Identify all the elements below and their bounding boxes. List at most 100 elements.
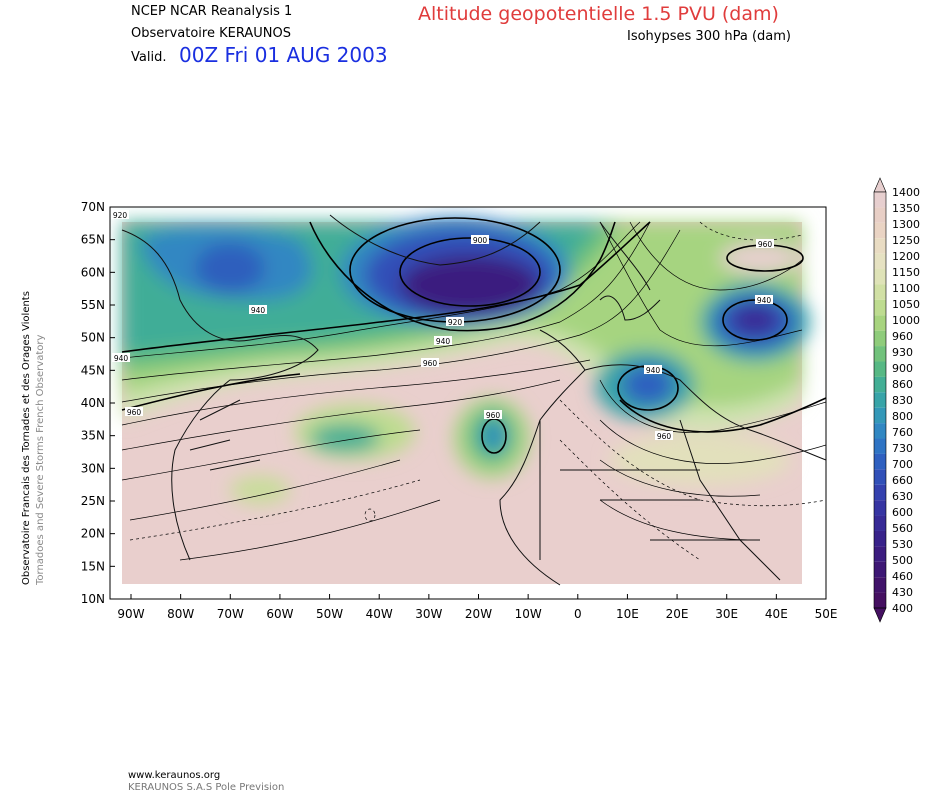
contour-label: 940 [646,366,661,375]
valid-label: Valid. [131,50,167,65]
contour-label-bg [125,407,143,416]
colorbar-segment [874,515,886,531]
lon-tick-label: 20E [666,607,689,621]
coastlines [121,214,826,586]
lat-tick-label: 55N [81,298,105,312]
model-label: NCEP NCAR Reanalysis 1 [131,4,293,19]
colorbar-segment [874,546,886,562]
lat-tick-label: 10N [81,592,105,606]
lon-tick-label: 50E [815,607,838,621]
colorbar-label: 560 [892,522,913,535]
colorbar-top-arrow [873,177,887,193]
lon-tick-label: 70W [217,607,244,621]
lon-tick-label: 30E [715,607,738,621]
contour-label: 940 [436,337,451,346]
colorbar-label: 860 [892,378,913,391]
lon-tick-label: 40W [366,607,393,621]
colorbar-label: 400 [892,602,913,615]
colorbar-label: 800 [892,410,913,423]
contour-label: 920 [113,211,128,220]
lat-tick-label: 30N [81,461,105,475]
lon-tick-label: 60W [266,607,293,621]
colorbar-segment [874,592,886,608]
contour-label-bg [471,235,489,244]
colorbar-segment [874,561,886,578]
contour-label: 960 [486,411,501,420]
colorbar: 1400 1350 1300 1250 1200 1150 1100 1050 1000 960 9… [873,177,920,623]
colorbar-label: 1250 [892,234,920,247]
colorbar-label: 900 [892,362,913,375]
contour-label: 940 [757,296,772,305]
colorbar-segment [874,299,886,316]
colorbar-segment [874,392,886,408]
colorbar-label: 1200 [892,250,920,263]
lat-tick-label: 20N [81,527,105,541]
colorbar-label: 1000 [892,314,920,327]
colorbar-label: 1350 [892,202,920,215]
lon-tick-label: 40E [765,607,788,621]
colorbar-label: 1300 [892,218,920,231]
colorbar-label: 1050 [892,298,920,311]
footer-url[interactable]: www.keraunos.org [128,770,221,781]
colorbar-segment [874,453,886,470]
lon-tick-label: 90W [117,607,144,621]
colorbar-segment [874,484,886,501]
colorbar-label: 700 [892,458,913,471]
colorbar-label: 430 [892,586,913,599]
colorbar-segment [874,530,886,547]
contour-label-bg [655,431,673,440]
lon-tick-label: 20W [465,607,492,621]
lon-tick-label: 50W [316,607,343,621]
contour-label: 940 [251,306,266,315]
colorbar-label: 600 [892,506,913,519]
colorbar-label: 730 [892,442,913,455]
colorbar-frame [873,191,887,609]
lat-tick-label: 45N [81,363,105,377]
colorbar-segment [874,253,886,270]
contour-label-bg [421,358,439,367]
contour-label-bg [644,365,662,374]
observatory-label: Observatoire KERAUNOS [131,26,291,41]
contour-label-bg [756,239,774,248]
colorbar-segment [874,284,886,300]
lat-tick-label: 40N [81,396,105,410]
contour-labels: 920 900 960 940 920 940 960 940 960 940 940 960 960 [111,210,774,441]
contour-label-bg [755,295,773,304]
colorbar-label: 1100 [892,282,920,295]
contour-label-bg [434,336,452,345]
lat-tick-label: 50N [81,331,105,345]
colorbar-segment [874,376,886,393]
colorbar-segment [874,407,886,424]
colorbar-segment [874,438,886,454]
lat-tick-label: 35N [81,429,105,443]
colorbar-label: 660 [892,474,913,487]
shaded-field: 920 900 960 940 920 940 960 940 960 940 940 960 960 [110,207,826,599]
colorbar-segment [874,423,886,439]
colorbar-label: 1150 [892,266,920,279]
contour-label: 920 [448,318,463,327]
lon-tick-label: 0 [574,607,582,621]
colorbar-segment [874,207,886,223]
map-title: Altitude geopotentielle 1.5 PVU (dam) [418,3,779,25]
colorbar-segment [874,577,886,593]
lat-tick-label: 60N [81,265,105,279]
map-subtitle: Isohypses 300 hPa (dam) [627,29,791,44]
contour-lines [121,221,826,561]
colorbar-label: 830 [892,394,913,407]
contour-label: 940 [114,354,129,363]
lat-tick-label: 25N [81,494,105,508]
colorbar-segment [874,222,886,239]
colorbar-segment [874,269,886,285]
contour-label-bg [484,410,502,419]
contour-label: 900 [473,236,488,245]
colorbar-segment [874,500,886,516]
colorbar-segment [874,330,886,347]
lat-tick-label: 65N [81,233,105,247]
lon-axis: 90W 80W 70W 60W 50W 40W 30W 20W 10W 0 10E 20E 30E 40E… [117,594,837,621]
colorbar-label: 960 [892,330,913,343]
lon-tick-label: 30W [415,607,442,621]
colorbar-label: 530 [892,538,913,551]
contour-label-bg [446,317,464,326]
colorbar-segment [874,315,886,331]
footer-company: KERAUNOS S.A.S Pole Prevision [128,782,285,793]
